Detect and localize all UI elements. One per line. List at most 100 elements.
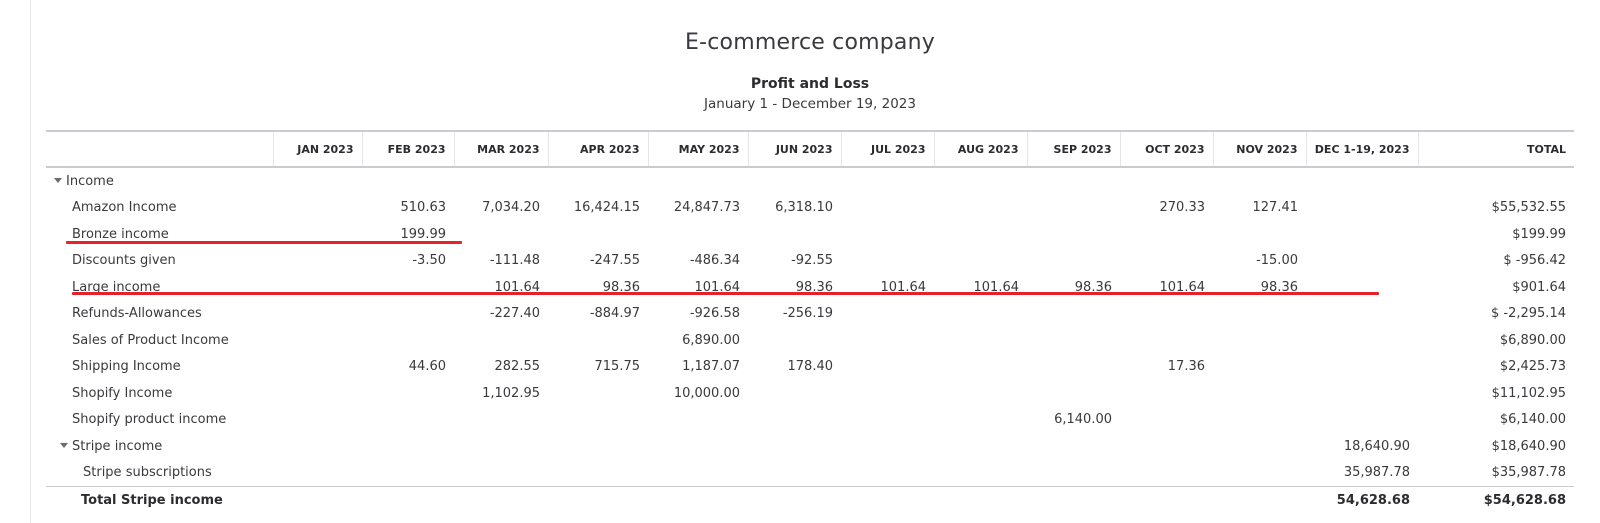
column-header-9[interactable]: SEP 2023 [1026, 131, 1120, 168]
amount-cell[interactable]: 98.36 [1260, 279, 1298, 295]
amount-cell[interactable]: 6,890.00 [682, 332, 740, 348]
column-header-12[interactable]: DEC 1-19, 2023 [1305, 131, 1418, 168]
amount-cell[interactable]: 44.60 [408, 359, 446, 375]
row-total-cell[interactable]: $ -956.42 [1503, 253, 1566, 269]
amount-cell[interactable]: 18,640.90 [1343, 438, 1410, 454]
column-header-1[interactable]: JAN 2023 [272, 131, 362, 168]
amount-cell[interactable]: 6,318.10 [775, 200, 833, 216]
amount-cell[interactable]: 98.36 [795, 279, 833, 295]
amount-cell [934, 433, 1027, 460]
amount-cell[interactable]: -486.34 [689, 253, 740, 269]
amount-cell[interactable]: 98.36 [602, 279, 640, 295]
amount-cell [1027, 221, 1120, 248]
amount-cell[interactable]: 1,187.07 [682, 359, 740, 375]
amount-cell [362, 327, 454, 354]
column-header-10[interactable]: OCT 2023 [1119, 131, 1213, 168]
row-label: Sales of Product Income [72, 332, 229, 348]
amount-cell[interactable]: 282.55 [494, 359, 541, 375]
amount-cell[interactable]: -247.55 [589, 253, 640, 269]
amount-cell[interactable]: 54,628.68 [1306, 486, 1418, 514]
column-header-6[interactable]: JUN 2023 [747, 131, 841, 168]
amount-cell [454, 460, 548, 487]
amount-cell[interactable]: -111.48 [489, 253, 540, 269]
amount-cell [1027, 301, 1120, 328]
row-label-wrap: Bronze income [46, 227, 169, 242]
amount-cell[interactable]: 35,987.78 [1343, 465, 1410, 481]
amount-cell [748, 380, 841, 407]
amount-cell [1213, 327, 1306, 354]
row-label: Amazon Income [72, 200, 177, 216]
amount-cell [362, 433, 454, 460]
amount-cell[interactable]: 16,424.15 [573, 200, 640, 216]
amount-cell[interactable]: 24,847.73 [673, 200, 740, 216]
row-total-cell[interactable]: $2,425.73 [1499, 359, 1566, 375]
amount-cell [273, 301, 362, 328]
column-header-11[interactable]: NOV 2023 [1212, 131, 1306, 168]
amount-cell[interactable]: 10,000.00 [673, 385, 740, 401]
amount-cell[interactable]: -884.97 [589, 306, 640, 322]
column-header-7[interactable]: JUL 2023 [840, 131, 934, 168]
amount-cell[interactable]: -256.19 [782, 306, 833, 322]
amount-cell[interactable]: 178.40 [787, 359, 834, 375]
amount-cell [273, 460, 362, 487]
amount-cell[interactable]: -15.00 [1256, 253, 1298, 269]
amount-cell[interactable]: 510.63 [400, 200, 447, 216]
amount-cell [1120, 221, 1213, 248]
column-header-3[interactable]: MAR 2023 [453, 131, 548, 168]
row-total-cell[interactable]: $6,890.00 [1499, 332, 1566, 348]
row-total-cell[interactable]: $ -2,295.14 [1491, 306, 1566, 322]
row-label-wrap: Amazon Income [46, 200, 177, 215]
amount-cell[interactable]: 7,034.20 [482, 200, 540, 216]
amount-cell[interactable]: 101.64 [973, 279, 1020, 295]
amount-cell [648, 167, 748, 195]
amount-cell [934, 221, 1027, 248]
row-total-cell[interactable]: $18,640.90 [1491, 438, 1566, 454]
amount-cell [1306, 221, 1418, 248]
amount-cell[interactable]: 98.36 [1074, 279, 1112, 295]
amount-cell[interactable]: 101.64 [880, 279, 927, 295]
amount-cell [841, 221, 934, 248]
amount-cell [841, 195, 934, 222]
amount-cell[interactable]: 6,140.00 [1054, 412, 1112, 428]
column-header-4[interactable]: APR 2023 [547, 131, 648, 168]
amount-cell [934, 380, 1027, 407]
amount-cell [548, 433, 648, 460]
row-label-cell: Total Stripe income [46, 486, 273, 514]
amount-cell[interactable]: 127.41 [1252, 200, 1299, 216]
amount-cell[interactable]: 715.75 [594, 359, 641, 375]
amount-cell[interactable]: 101.64 [1159, 279, 1206, 295]
collapse-caret-icon[interactable] [60, 442, 68, 448]
amount-cell[interactable]: 101.64 [494, 279, 541, 295]
amount-cell[interactable]: -227.40 [489, 306, 540, 322]
row-total-cell[interactable]: $55,532.55 [1491, 200, 1566, 216]
amount-cell[interactable]: 1,102.95 [482, 385, 540, 401]
row-total-cell[interactable]: $199.99 [1512, 226, 1566, 242]
amount-cell[interactable]: 270.33 [1159, 200, 1206, 216]
amount-cell [1213, 486, 1306, 514]
row-label-cell: Discounts given [46, 248, 273, 275]
amount-cell[interactable]: 17.36 [1167, 359, 1205, 375]
row-label: Refunds-Allowances [72, 306, 202, 322]
row-total-cell[interactable]: $54,628.68 [1418, 486, 1574, 514]
amount-cell [362, 460, 454, 487]
amount-cell [362, 486, 454, 514]
column-header-5[interactable]: MAY 2023 [647, 131, 748, 168]
amount-cell[interactable]: -926.58 [689, 306, 740, 322]
amount-cell[interactable]: 101.64 [694, 279, 741, 295]
row-total-cell[interactable]: $35,987.78 [1491, 465, 1566, 481]
column-header-2[interactable]: FEB 2023 [361, 131, 454, 168]
amount-cell [273, 274, 362, 301]
amount-cell[interactable]: 199.99 [400, 226, 447, 242]
amount-cell[interactable]: -3.50 [412, 253, 446, 269]
collapse-caret-icon[interactable] [54, 177, 62, 183]
row-label: Shopify Income [72, 385, 173, 401]
column-header-13[interactable]: TOTAL [1417, 131, 1574, 168]
row-total-cell[interactable]: $6,140.00 [1499, 412, 1566, 428]
column-header-8[interactable]: AUG 2023 [933, 131, 1027, 168]
row-total-cell[interactable]: $11,102.95 [1491, 385, 1566, 401]
amount-cell [748, 433, 841, 460]
row-label-wrap: Stripe income [46, 439, 162, 454]
row-total-cell[interactable]: $901.64 [1512, 279, 1566, 295]
amount-cell[interactable]: -92.55 [791, 253, 833, 269]
amount-cell [1120, 407, 1213, 434]
